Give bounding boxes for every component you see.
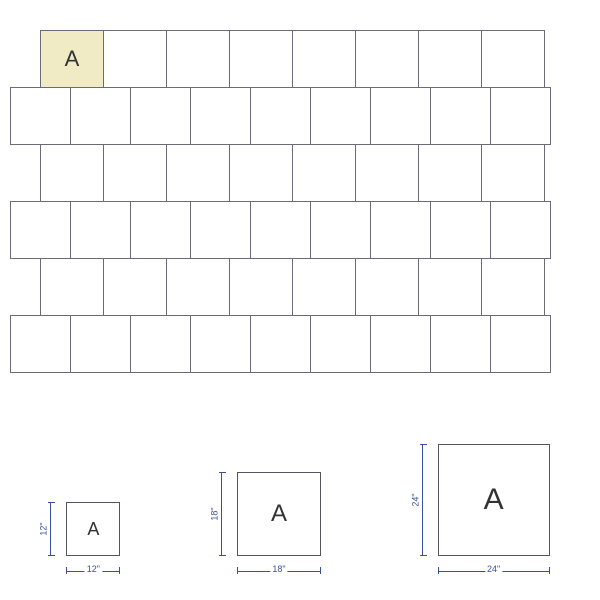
tile (370, 87, 431, 145)
tile (130, 201, 191, 259)
legend-item: A12"12" (50, 502, 120, 572)
tile (130, 87, 191, 145)
tile (418, 30, 482, 88)
tile (10, 87, 71, 145)
tile (10, 315, 71, 373)
tile (166, 30, 230, 88)
dimension-label: 24" (485, 564, 502, 574)
tile (229, 258, 293, 316)
tile-row: A (40, 30, 560, 88)
tile (430, 201, 491, 259)
tile (310, 87, 371, 145)
dimension-horizontal: 12" (66, 558, 120, 572)
tile (130, 315, 191, 373)
tile (490, 201, 551, 259)
tile (70, 201, 131, 259)
dimension-horizontal: 18" (237, 558, 321, 572)
tile (166, 258, 230, 316)
tile (418, 258, 482, 316)
tile (292, 258, 356, 316)
tile-row (40, 258, 560, 316)
tile (40, 258, 104, 316)
tile (430, 315, 491, 373)
legend-tile: A (237, 472, 321, 556)
tile-highlighted: A (40, 30, 104, 88)
dimension-label: 18" (210, 507, 220, 520)
tile (70, 315, 131, 373)
dimension-label: 24" (410, 493, 420, 506)
tile (229, 30, 293, 88)
tile (103, 144, 167, 202)
tile (70, 87, 131, 145)
dimension-vertical: 18" (221, 472, 235, 556)
dimension-label: 12" (85, 564, 102, 574)
tile-row (10, 87, 561, 145)
dimension-vertical: 12" (50, 502, 64, 556)
tile (418, 144, 482, 202)
tile-row (10, 201, 561, 259)
legend-tile: A (66, 502, 120, 556)
tile (310, 315, 371, 373)
legend-item: A18"18" (221, 472, 321, 572)
tile (166, 144, 230, 202)
tile (250, 87, 311, 145)
tile (229, 144, 293, 202)
tile-size-legend: A12"12"A18"18"A24"24" (0, 444, 600, 572)
dimension-horizontal: 24" (438, 558, 550, 572)
tile (292, 144, 356, 202)
tile-pattern: A (40, 30, 560, 373)
dimension-vertical: 24" (422, 444, 436, 556)
tile (250, 201, 311, 259)
tile (355, 144, 419, 202)
tile (430, 87, 491, 145)
tile (190, 315, 251, 373)
tile (481, 144, 545, 202)
tile (355, 258, 419, 316)
tile-row (10, 315, 561, 373)
tile (310, 201, 371, 259)
tile (490, 315, 551, 373)
tile (370, 315, 431, 373)
dimension-label: 12" (39, 522, 49, 535)
tile (355, 30, 419, 88)
tile (40, 144, 104, 202)
tile (103, 258, 167, 316)
legend-item: A24"24" (422, 444, 550, 572)
tile-row (40, 144, 560, 202)
tile (481, 30, 545, 88)
tile (190, 87, 251, 145)
tile (103, 30, 167, 88)
tile (481, 258, 545, 316)
dimension-label: 18" (270, 564, 287, 574)
tile (10, 201, 71, 259)
tile (250, 315, 311, 373)
tile (190, 201, 251, 259)
tile (292, 30, 356, 88)
legend-tile: A (438, 444, 550, 556)
tile (490, 87, 551, 145)
tile (370, 201, 431, 259)
